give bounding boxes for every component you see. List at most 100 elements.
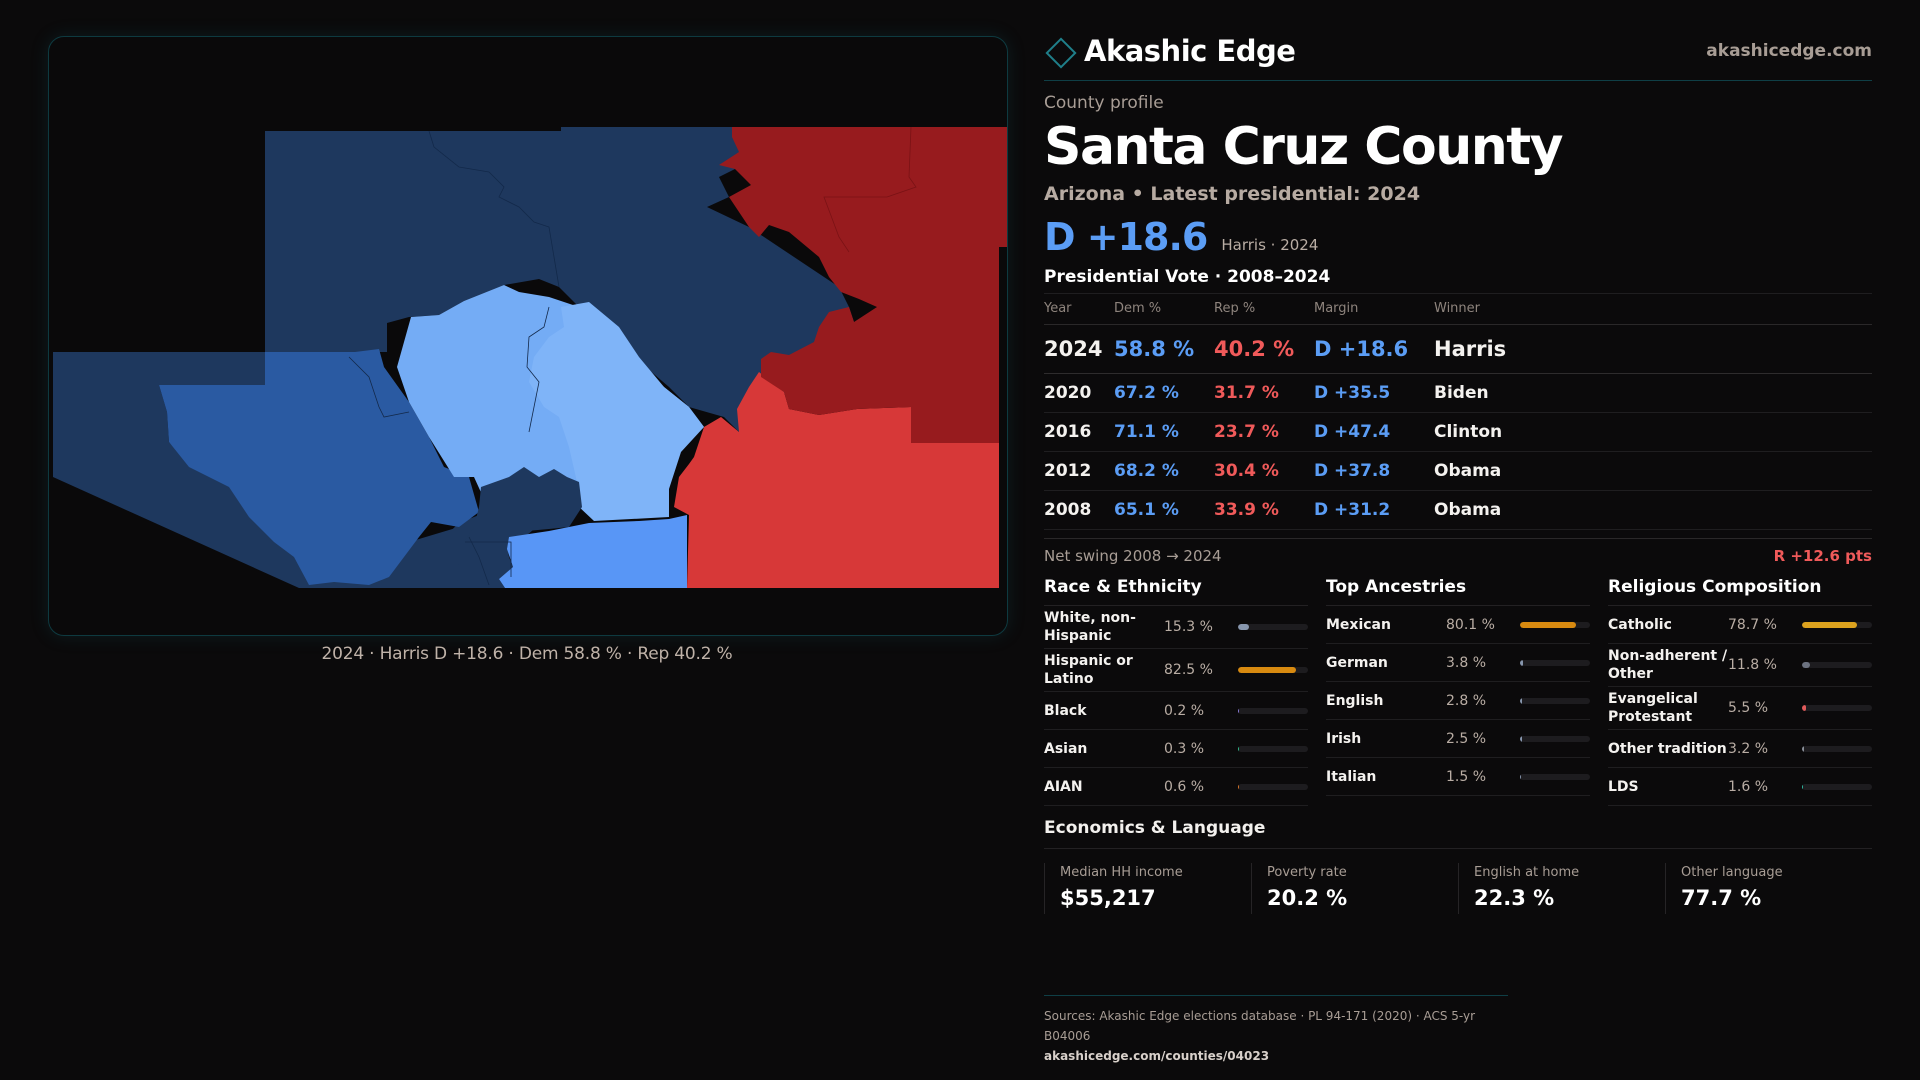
stat-other-language: Other language 77.7 % — [1665, 863, 1872, 914]
map-svg[interactable] — [49, 37, 1007, 635]
map-region-north[interactable] — [265, 127, 854, 437]
item-value: 80.1 % — [1446, 616, 1495, 633]
site-link[interactable]: akashicedge.com — [1706, 41, 1872, 61]
margin-cell: D +37.8 — [1314, 451, 1434, 491]
margin-cell: D +35.5 — [1314, 373, 1434, 413]
county-url-link[interactable]: akashicedge.com/counties/04023 — [1044, 1049, 1270, 1063]
list-item: Asian 0.3 % — [1044, 730, 1308, 768]
map-region-northeast[interactable] — [719, 127, 1007, 443]
item-label: White, non-Hispanic — [1044, 610, 1136, 644]
item-label: Non-adherent / Other — [1608, 648, 1728, 682]
share-bar — [1238, 667, 1308, 673]
item-value: 11.8 % — [1728, 657, 1777, 673]
list-item: Italian 1.5 % — [1326, 758, 1590, 796]
margin-cell: D +18.6 — [1314, 324, 1434, 374]
year-cell: 2012 — [1044, 451, 1114, 491]
rep-pct-cell: 31.7 % — [1214, 373, 1314, 413]
rep-pct-cell: 40.2 % — [1214, 324, 1314, 374]
map-region-center-tilt[interactable] — [529, 302, 704, 521]
list-item: AIAN 0.6 % — [1044, 768, 1308, 806]
brand-name[interactable]: Akashic Edge — [1084, 34, 1296, 68]
precinct-map[interactable] — [48, 36, 1008, 636]
winner-cell: Obama — [1434, 451, 1872, 491]
item-label: Catholic — [1608, 616, 1672, 633]
item-label: German — [1326, 654, 1388, 671]
share-bar — [1238, 783, 1308, 790]
presidential-vote-table: Year Dem % Rep % Margin Winner 2024 58.8 … — [1044, 293, 1872, 530]
list-item: Non-adherent / Other 11.8 % — [1608, 644, 1872, 687]
stat-value: 22.3 % — [1474, 886, 1555, 910]
winner-cell: Clinton — [1434, 412, 1872, 452]
map-region-west[interactable] — [53, 352, 554, 588]
page-kicker: County profile — [1044, 93, 1164, 113]
map-region-south[interactable] — [499, 515, 687, 588]
share-bar-fill — [1802, 745, 1805, 752]
list-item: LDS 1.6 % — [1608, 768, 1872, 806]
share-bar — [1238, 745, 1308, 752]
share-bar — [1802, 745, 1872, 752]
share-bar-fill — [1238, 745, 1240, 752]
dem-pct-cell: 65.1 % — [1114, 490, 1214, 530]
rep-precinct-boundaries — [823, 126, 917, 253]
share-bar — [1802, 662, 1872, 668]
list-item: Catholic 78.7 % — [1608, 606, 1872, 644]
map-region-south-center[interactable] — [457, 467, 582, 588]
page-subtitle: Arizona • Latest presidential: 2024 — [1044, 183, 1421, 205]
share-bar-fill — [1520, 621, 1577, 628]
net-swing-label: Net swing 2008 → 2024 — [1044, 547, 1222, 565]
share-bar — [1520, 697, 1590, 704]
rep-pct-cell: 23.7 % — [1214, 412, 1314, 452]
share-bar — [1520, 773, 1590, 780]
item-label: Evangelical Protestant — [1608, 691, 1698, 725]
race-section-title: Race & Ethnicity — [1044, 577, 1308, 606]
dem-pct-cell: 58.8 % — [1114, 324, 1214, 374]
col-year: Year — [1044, 293, 1114, 325]
share-bar — [1520, 659, 1590, 666]
headline-margin-value: D +18.6 — [1044, 215, 1208, 259]
share-bar-fill — [1238, 624, 1249, 630]
item-value: 1.6 % — [1728, 778, 1769, 795]
item-value: 2.8 % — [1446, 692, 1487, 709]
stat-label: Poverty rate — [1267, 865, 1347, 880]
page-title: Santa Cruz County — [1044, 117, 1564, 177]
share-bar-fill — [1238, 707, 1240, 714]
share-bar-fill — [1802, 662, 1811, 668]
net-swing-value: R +12.6 pts — [1773, 547, 1872, 565]
winner-cell: Obama — [1434, 490, 1872, 530]
item-value: 78.7 % — [1728, 616, 1777, 633]
dem-pct-cell: 71.1 % — [1114, 412, 1214, 452]
stat-median-income: Median HH income $55,217 — [1044, 863, 1251, 914]
rep-pct-cell: 30.4 % — [1214, 451, 1314, 491]
stat-english-at-home: English at home 22.3 % — [1458, 863, 1665, 914]
margin-cell: D +31.2 — [1314, 490, 1434, 530]
headline-margin-detail: Harris · 2024 — [1221, 236, 1319, 254]
list-item: German 3.8 % — [1326, 644, 1590, 682]
margin-cell: D +47.4 — [1314, 412, 1434, 452]
dem-pct-cell: 68.2 % — [1114, 451, 1214, 491]
col-rep: Rep % — [1214, 293, 1314, 325]
economics-stats: Median HH income $55,217 Poverty rate 20… — [1044, 863, 1872, 914]
county-profile-panel: Akashic Edge akashicedge.com County prof… — [1044, 30, 1872, 914]
item-label: Asian — [1044, 740, 1088, 757]
share-bar — [1238, 707, 1308, 714]
precinct-boundaries — [348, 130, 560, 586]
year-cell: 2008 — [1044, 490, 1114, 530]
item-value: 15.3 % — [1164, 619, 1213, 635]
share-bar-fill — [1238, 667, 1296, 673]
map-region-southeast[interactable] — [674, 372, 999, 588]
stat-value: 77.7 % — [1681, 886, 1762, 910]
winner-cell: Harris — [1434, 324, 1872, 374]
item-value: 3.8 % — [1446, 654, 1487, 671]
item-label: Irish — [1326, 730, 1362, 747]
stat-label: English at home — [1474, 865, 1580, 880]
share-bar-fill — [1802, 621, 1858, 628]
diamond-logo-icon — [1045, 37, 1077, 69]
list-item: Black 0.2 % — [1044, 692, 1308, 730]
item-label: English — [1326, 692, 1384, 709]
stat-value: 20.2 % — [1267, 886, 1348, 910]
item-label: Black — [1044, 702, 1087, 719]
list-item: Irish 2.5 % — [1326, 720, 1590, 758]
map-region-west-central[interactable] — [159, 349, 479, 585]
share-bar-fill — [1802, 783, 1804, 790]
headline-margin: D +18.6 Harris · 2024 — [1044, 215, 1872, 259]
